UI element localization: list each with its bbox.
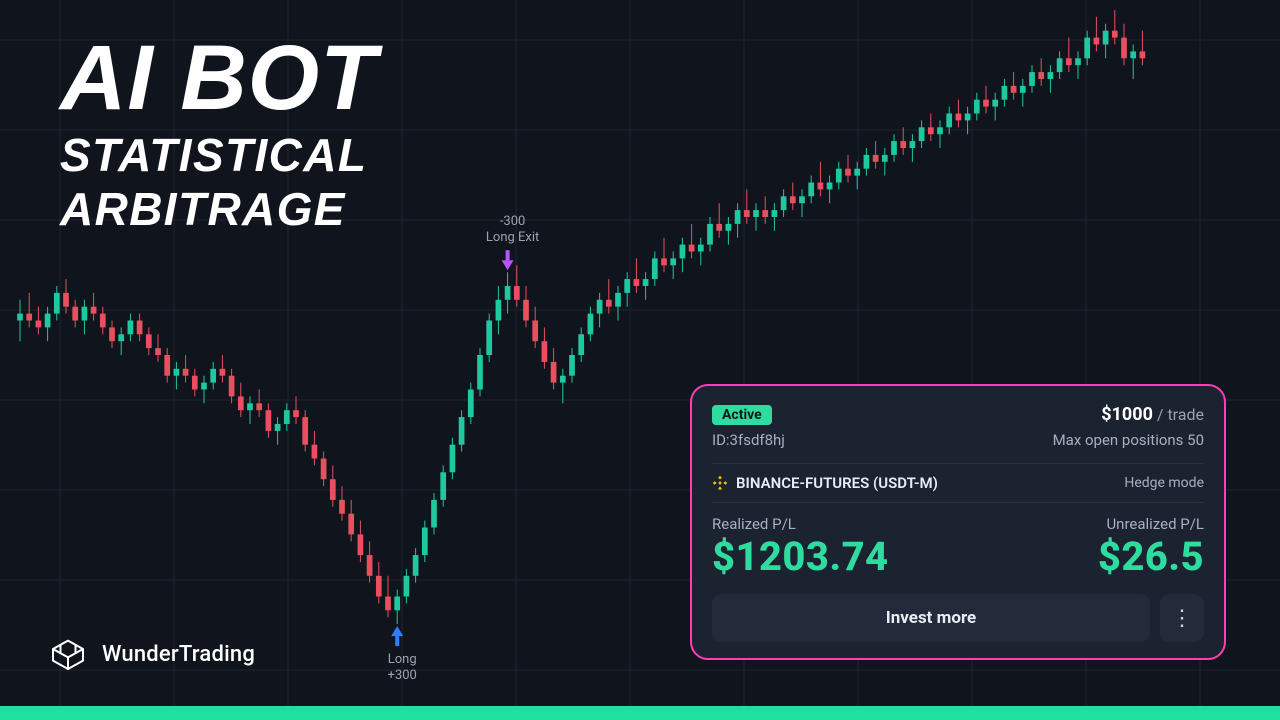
brand-name: WunderTrading: [102, 642, 255, 667]
trade-amount: $1000: [1101, 404, 1153, 425]
unrealized-pl-value: $26.5: [1098, 533, 1204, 580]
bot-id: ID:3fsdf8hj: [712, 431, 785, 449]
marker-long-entry-label: Long +300: [377, 652, 427, 683]
unrealized-pl-label: Unrealized P/L: [1098, 515, 1204, 533]
brand-logo-icon: [48, 634, 88, 674]
brand: WunderTrading: [48, 634, 255, 674]
max-open-positions: Max open positions 50: [1053, 431, 1204, 449]
headline-line-1: AI BOT: [60, 32, 377, 124]
kebab-icon: ⋮: [1171, 606, 1193, 631]
realized-pl-label: Realized P/L: [712, 515, 889, 533]
hedge-mode-label: Hedge mode: [1124, 475, 1204, 491]
marker-long-exit-label: -300 Long Exit: [478, 214, 548, 245]
more-options-button[interactable]: ⋮: [1160, 594, 1204, 642]
realized-pl-value: $1203.74: [712, 533, 889, 580]
headline-line-2: STATISTICAL: [60, 132, 377, 178]
stage: AI BOT STATISTICAL ARBITRAGE -300 Long E…: [0, 0, 1280, 720]
binance-icon: [712, 475, 728, 491]
invest-more-button[interactable]: Invest more: [712, 594, 1150, 642]
bot-info-card: Active ID:3fsdf8hj $1000 / trade Max ope…: [690, 384, 1226, 660]
status-badge: Active: [712, 405, 772, 425]
bottom-accent-bar: [0, 706, 1280, 720]
headline: AI BOT STATISTICAL ARBITRAGE: [60, 32, 377, 232]
exchange-name: BINANCE-FUTURES (USDT-M): [736, 474, 938, 492]
headline-line-3: ARBITRAGE: [60, 186, 377, 232]
trade-amount-suffix: / trade: [1153, 405, 1204, 424]
